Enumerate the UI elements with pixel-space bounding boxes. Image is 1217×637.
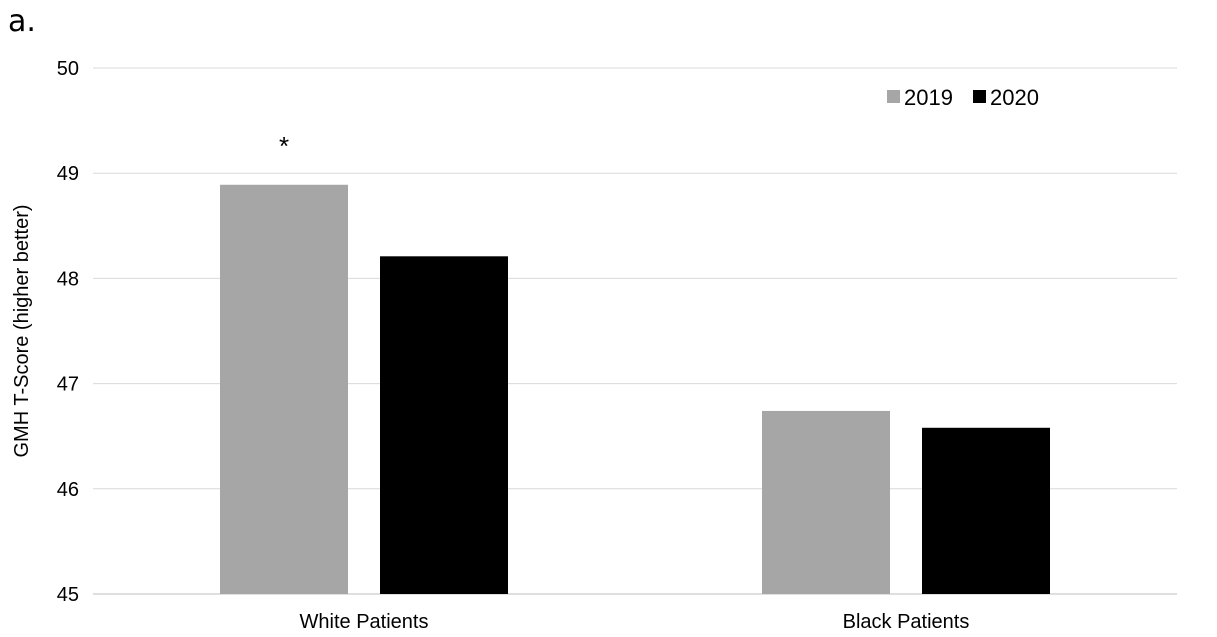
y-tick-label: 48 <box>57 268 79 290</box>
legend-label-2020: 2020 <box>990 85 1039 110</box>
y-tick-label: 46 <box>57 479 79 501</box>
bars <box>220 184 1050 594</box>
y-tick-labels: 45 46 47 48 49 50 <box>57 58 79 606</box>
y-tick-label: 49 <box>57 163 79 185</box>
legend-label-2019: 2019 <box>904 85 953 110</box>
y-axis-title: GMH T-Score (higher better) <box>11 204 33 457</box>
panel-label: a. <box>8 4 36 39</box>
x-tick-label: White Patients <box>300 611 429 633</box>
y-tick-label: 50 <box>57 58 79 80</box>
bar-2019-black-patients <box>762 410 890 594</box>
legend-swatch-2019 <box>887 90 900 103</box>
y-tick-label: 45 <box>57 584 79 606</box>
y-tick-label: 47 <box>57 374 79 396</box>
x-tick-label: Black Patients <box>843 611 970 633</box>
significance-marker: * <box>279 131 289 161</box>
bar-2020-white-patients <box>380 256 508 594</box>
bar-2020-black-patients <box>922 427 1050 594</box>
legend: 2019 2020 <box>887 85 1039 110</box>
legend-swatch-2020 <box>973 90 986 103</box>
annotations: * <box>279 131 289 161</box>
x-tick-labels: White Patients Black Patients <box>300 611 970 633</box>
bar-2019-white-patients <box>220 184 348 594</box>
